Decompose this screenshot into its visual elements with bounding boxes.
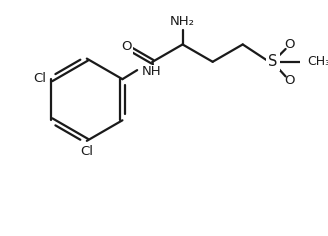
- Text: Cl: Cl: [80, 145, 93, 158]
- Text: O: O: [284, 38, 295, 51]
- Text: O: O: [284, 75, 295, 88]
- Text: O: O: [121, 40, 132, 53]
- Text: S: S: [268, 54, 277, 69]
- Text: CH₃: CH₃: [307, 55, 328, 68]
- Text: NH: NH: [142, 64, 161, 78]
- Text: Cl: Cl: [34, 72, 47, 85]
- Text: NH₂: NH₂: [170, 15, 195, 28]
